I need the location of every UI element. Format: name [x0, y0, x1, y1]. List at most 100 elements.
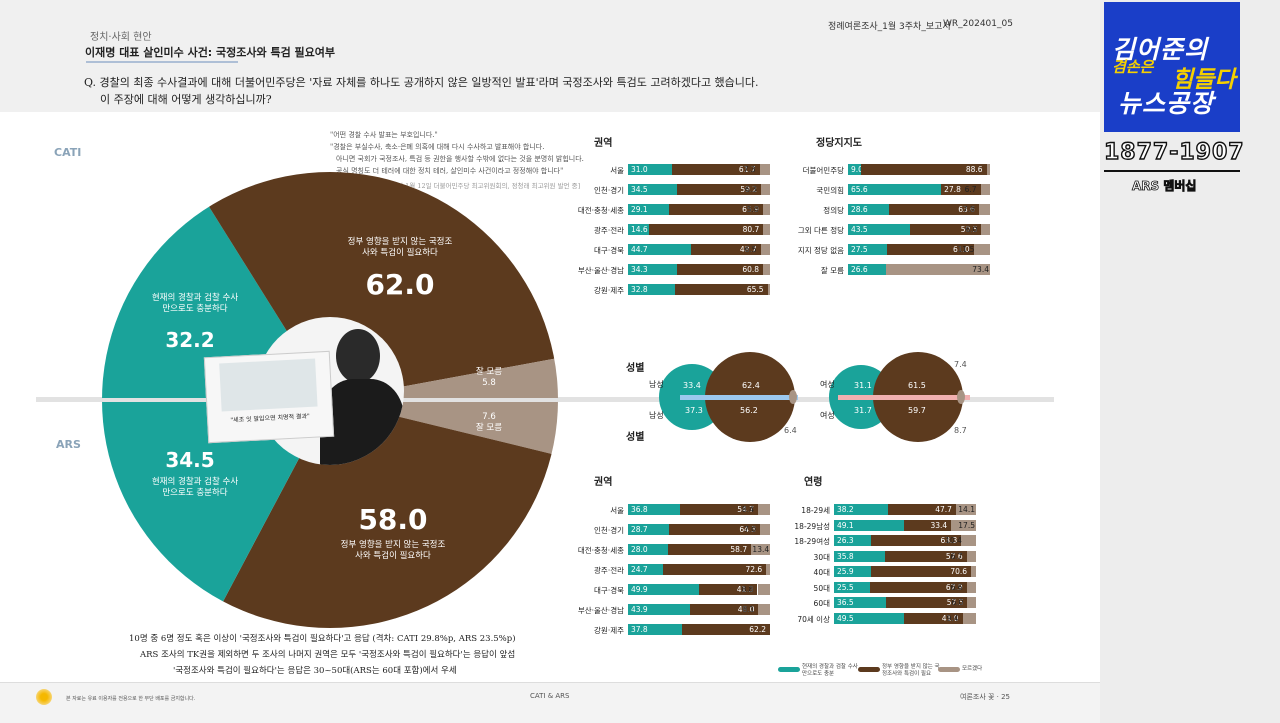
bar-value-label: 43.5	[851, 225, 868, 234]
bar-segment-need: 57.6	[884, 550, 967, 562]
footer-disclaimer: 본 자료는 유료 이용자를 전용으로 한 무단 배포를 금지합니다.	[66, 696, 196, 702]
bar-category-label: 18-29세	[801, 506, 830, 515]
bar-segment-enough: 36.8	[628, 504, 681, 515]
bar-value-label: 58.7	[730, 545, 748, 554]
cati-label: CATI	[54, 146, 82, 159]
bar-value-label: 72.6	[745, 565, 763, 574]
bar-segment-enough: 49.1	[834, 519, 904, 531]
bar-segment-dk: 7.8	[963, 204, 990, 215]
bar-value-label: 8.4	[741, 505, 754, 514]
ars-need-value: 58.0	[358, 503, 428, 536]
bar-category-label: 18-29여성	[794, 537, 830, 546]
bar-segment-enough: 49.5	[834, 612, 905, 624]
quote-source: [2024년 1월 12일 더불어민주당 최고위원회의, 정청래 최고위원 발언…	[378, 182, 581, 190]
female-label-top: 여성	[820, 380, 835, 389]
female-dk-dot	[957, 390, 965, 404]
female-cati-dk-value: 7.4	[954, 360, 967, 369]
bar-value-label: 26.6	[851, 265, 868, 274]
bar-segment-enough: 27.5	[848, 244, 888, 255]
bar-value-label: 33.4	[930, 520, 948, 530]
bar-category-label: 부산·울산·경남	[577, 606, 624, 615]
bar-segment-enough: 32.8	[628, 284, 675, 295]
bar-segment-need: 57.5	[885, 597, 968, 608]
bar-segment-enough: 25.9	[834, 566, 871, 577]
brand-line-3: 뉴스공장	[1118, 89, 1215, 118]
bar-value-label: 54.7	[737, 505, 754, 514]
bar-value-label: 31.0	[631, 165, 648, 174]
brand-line-2a: 겸손은	[1112, 58, 1154, 76]
bar-value-label: 49.5	[837, 613, 854, 623]
bar-value-label: 73.4	[972, 265, 989, 274]
bar-value-label: 6.3	[745, 185, 757, 194]
bar-segment-dk: 6.0	[951, 597, 976, 608]
bar-row: 34.5 59.2 6.3	[628, 184, 770, 195]
bar-value-label: 49.9	[631, 585, 648, 594]
bar-segment-enough: 28.7	[628, 524, 669, 535]
bar-segment-dk: 13.4	[751, 544, 771, 555]
bar-value-label: 67.9	[945, 582, 963, 592]
bar-segment-need: 62.2	[681, 624, 770, 635]
bar-segment-rest	[986, 164, 990, 175]
bar-segment-need: 80.7	[648, 224, 764, 235]
bar-segment-enough: 25.5	[834, 581, 871, 593]
bar-category-label: 70세 이상	[797, 614, 830, 624]
region-ars-title: 권역	[594, 477, 613, 488]
bar-segment-need: 72.6	[663, 564, 767, 575]
bar-segment-enough: 44.7	[628, 244, 692, 255]
bar-category-label: 40대	[813, 568, 830, 577]
bar-value-label: 17.5	[958, 520, 975, 530]
bar-category-label: 서울	[610, 166, 624, 175]
bar-segment-need: 47.7	[888, 504, 956, 515]
region-cati-title: 권역	[594, 138, 613, 149]
sex-title-top: 성별	[626, 363, 645, 374]
bar-row: 9.0 88.6	[848, 164, 990, 175]
bar-row: 29.1 65.9 5.0	[628, 204, 770, 215]
bar-segment-dk: 5.0	[747, 204, 770, 215]
bar-row: 38.2 47.7 14.1	[834, 504, 976, 515]
bar-segment-need: 88.6	[860, 164, 987, 175]
legend-brown-label: 정부 영향을 받지 않는 국정조사와 특검이 필요	[882, 664, 940, 677]
bar-value-label: 34.3	[631, 265, 648, 274]
bar-row: 49.1 33.4 17.5	[834, 519, 976, 531]
bar-segment-enough: 35.8	[834, 550, 885, 562]
bar-segment-dk: 11.5	[958, 244, 990, 255]
bar-value-label: 28.7	[631, 525, 648, 534]
quote-line-4: 공식 명칭도 더 테러에 대한 정치 테러, 살인미수 사건이라고 정정해야 합…	[336, 167, 564, 175]
bar-row: 32.8 65.5	[628, 284, 770, 295]
bar-value-label: 61.0	[952, 245, 970, 254]
bar-segment-enough: 49.9	[628, 584, 699, 595]
question-line-2: 이 주장에 대해 어떻게 생각하십니까?	[100, 93, 272, 106]
bar-value-label: 80.7	[742, 225, 760, 234]
bar-segment-need: 48.7	[691, 244, 761, 255]
bar-value-label: 65.5	[746, 285, 764, 294]
bar-category-label: 강원·제주	[594, 626, 624, 635]
bar-segment-dk: 10.4	[945, 535, 976, 546]
bar-category-label: 30대	[813, 552, 830, 562]
bar-row: 36.5 57.5 6.0	[834, 597, 976, 608]
male-label-bottom: 남성	[649, 411, 664, 420]
brand-logo-box	[1104, 2, 1240, 132]
bar-segment-need: 65.5	[674, 284, 768, 295]
bar-value-label: 36.8	[631, 505, 648, 514]
bar-value-label: 41.0	[941, 613, 959, 623]
ars-dk-label: 잘 모름	[475, 423, 503, 433]
bar-value-label: 27.5	[851, 245, 868, 254]
bar-row: 28.7 64.3 7.0	[628, 524, 770, 535]
bar-segment-need: 63.3	[871, 535, 962, 546]
bar-value-label: 41.3	[736, 585, 754, 594]
bar-segment-dk: 6.3	[745, 184, 770, 195]
bar-category-label: 대구·경북	[594, 246, 624, 255]
legend-teal-label: 현재의 경찰과 검찰 수사만으로도 충분	[802, 664, 858, 677]
bar-row: 27.5 61.0 11.5	[848, 244, 990, 255]
bar-row: 26.3 63.3 10.4	[834, 535, 976, 546]
bar-value-label: 10.4	[945, 536, 962, 545]
bar-row: 49.5 41.0 9.4	[834, 612, 976, 624]
bar-segment-dk: 8.8	[742, 584, 770, 595]
male-ars-enough-value: 37.3	[685, 406, 703, 415]
cati-need-value: 62.0	[365, 268, 435, 301]
bar-value-label: 7.8	[962, 205, 975, 214]
female-ars-enough-value: 31.7	[854, 406, 872, 415]
bar-segment-enough: 31.0	[628, 164, 673, 175]
bar-segment-dk: 6.6	[951, 581, 976, 593]
brand-line-1: 김어준의	[1112, 35, 1209, 64]
